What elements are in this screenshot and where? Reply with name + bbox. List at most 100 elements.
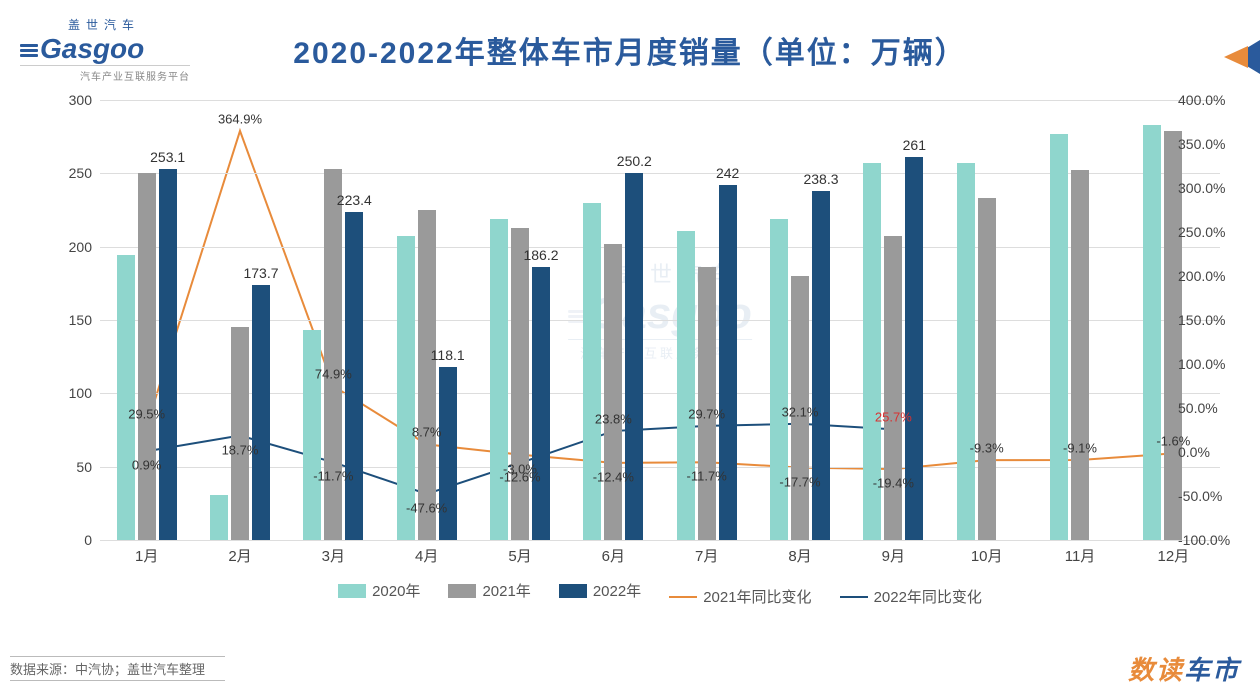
x-tick: 5月	[508, 545, 531, 566]
bar-label: 253.1	[150, 149, 185, 165]
bar-2022年	[532, 267, 550, 540]
bar-2021年	[884, 236, 902, 540]
line-label: 18.7%	[222, 442, 259, 457]
corner-decoration	[1214, 40, 1260, 74]
bar-label: 223.4	[337, 192, 372, 208]
x-tick: 10月	[971, 545, 1003, 566]
line-label: 0.9%	[132, 458, 162, 473]
y2-tick: 100.0%	[1178, 356, 1225, 372]
logo-en: Gasgoo	[20, 33, 190, 65]
y2-tick: 350.0%	[1178, 136, 1225, 152]
y1-tick: 200	[69, 239, 92, 255]
line-label: -17.7%	[779, 474, 820, 489]
legend-item: 2022年	[559, 580, 641, 601]
line-label: -11.7%	[687, 469, 727, 484]
bar-2020年	[117, 255, 135, 540]
bar-2021年	[418, 210, 436, 540]
line-label: -9.3%	[970, 441, 1004, 456]
legend-item: 2021年同比变化	[669, 586, 811, 607]
legend-item: 2020年	[338, 580, 420, 601]
x-tick: 2月	[228, 545, 251, 566]
bar-2020年	[397, 236, 415, 540]
line-2021年同比变化	[147, 131, 1174, 469]
y2-tick: 0.0%	[1178, 444, 1210, 460]
line-label: 74.9%	[315, 367, 352, 382]
bar-label: 261	[903, 137, 926, 153]
bar-label: 173.7	[243, 265, 278, 281]
bar-2020年	[677, 231, 695, 540]
line-label: 25.7%	[875, 410, 912, 425]
line-label: 32.1%	[782, 404, 819, 419]
bar-2021年	[231, 327, 249, 540]
logo: 盖世汽车 Gasgoo 汽车产业互联服务平台	[20, 16, 190, 83]
x-tick: 4月	[415, 545, 438, 566]
line-label: 29.5%	[128, 407, 165, 422]
bar-2022年	[159, 169, 177, 540]
y1-tick: 100	[69, 385, 92, 401]
y2-tick: 250.0%	[1178, 224, 1225, 240]
bar-label: 118.1	[431, 347, 465, 363]
line-label: -11.7%	[313, 469, 353, 484]
bar-2022年	[625, 173, 643, 540]
line-label: -12.6%	[499, 470, 540, 485]
bar-2020年	[770, 219, 788, 540]
y1-tick: 300	[69, 92, 92, 108]
bar-2021年	[324, 169, 342, 540]
bar-2020年	[490, 219, 508, 540]
bar-label: 238.3	[803, 171, 838, 187]
y2-tick: 150.0%	[1178, 312, 1225, 328]
y1-tick: 250	[69, 165, 92, 181]
line-label: -19.4%	[873, 476, 914, 491]
bar-2021年	[138, 173, 156, 540]
x-tick: 12月	[1157, 545, 1189, 566]
bar-2021年	[978, 198, 996, 540]
bar-2022年	[719, 185, 737, 540]
line-label: 364.9%	[218, 111, 262, 126]
logo-sub: 汽车产业互联服务平台	[20, 65, 190, 83]
y2-tick: 50.0%	[1178, 400, 1218, 416]
bar-2022年	[252, 285, 270, 540]
y1-tick: 50	[76, 459, 92, 475]
line-label: -47.6%	[406, 500, 447, 515]
header: 盖世汽车 Gasgoo 汽车产业互联服务平台 2020-2022年整体车市月度销…	[0, 0, 1260, 90]
x-tick: 3月	[322, 545, 345, 566]
bar-label: 242	[716, 165, 739, 181]
bar-2021年	[604, 244, 622, 540]
x-tick: 1月	[135, 545, 158, 566]
bar-2020年	[303, 330, 321, 540]
x-tick: 7月	[695, 545, 718, 566]
x-tick: 8月	[788, 545, 811, 566]
bar-2021年	[698, 267, 716, 540]
line-label: -12.4%	[593, 469, 634, 484]
x-tick: 9月	[882, 545, 905, 566]
bar-2020年	[1050, 134, 1068, 540]
y2-tick: 200.0%	[1178, 268, 1225, 284]
x-tick: 6月	[602, 545, 625, 566]
x-tick: 11月	[1065, 545, 1096, 566]
y1-axis: 050100150200250300	[40, 100, 100, 540]
bar-2021年	[1071, 170, 1089, 540]
chart: 050100150200250300 盖世汽车 Gasgoo 汽车产业互联服务平…	[40, 90, 1240, 620]
y2-tick: 400.0%	[1178, 92, 1225, 108]
y1-tick: 150	[69, 312, 92, 328]
line-label: 23.8%	[595, 412, 632, 427]
data-source: 数据来源：中汽协；盖世汽车整理	[10, 656, 225, 681]
logo-cn: 盖世汽车	[68, 16, 190, 33]
x-axis: 1月 2月 3月 4月 5月 6月 7月 8月 9月 10月 11月 12月	[100, 545, 1220, 569]
legend-item: 2021年	[448, 580, 530, 601]
line-label: 8.7%	[412, 425, 442, 440]
y1-tick: 0	[84, 532, 92, 548]
bar-2020年	[583, 203, 601, 540]
y2-axis: -100.0%-50.0%0.0%50.0%100.0%150.0%200.0%…	[1170, 100, 1240, 540]
bar-2020年	[1143, 125, 1161, 540]
line-label: 29.7%	[688, 406, 725, 421]
bar-2021年	[511, 228, 529, 540]
line-label: -9.1%	[1063, 441, 1097, 456]
bar-label: 250.2	[617, 153, 652, 169]
footer-brand: 数读车市	[1128, 650, 1240, 687]
bar-2020年	[210, 495, 228, 540]
legend: 2020年 2021年 2022年 2021年同比变化 2022年同比变化	[100, 580, 1220, 607]
bar-label: 186.2	[523, 247, 558, 263]
bar-2020年	[957, 163, 975, 540]
legend-item: 2022年同比变化	[840, 586, 982, 607]
